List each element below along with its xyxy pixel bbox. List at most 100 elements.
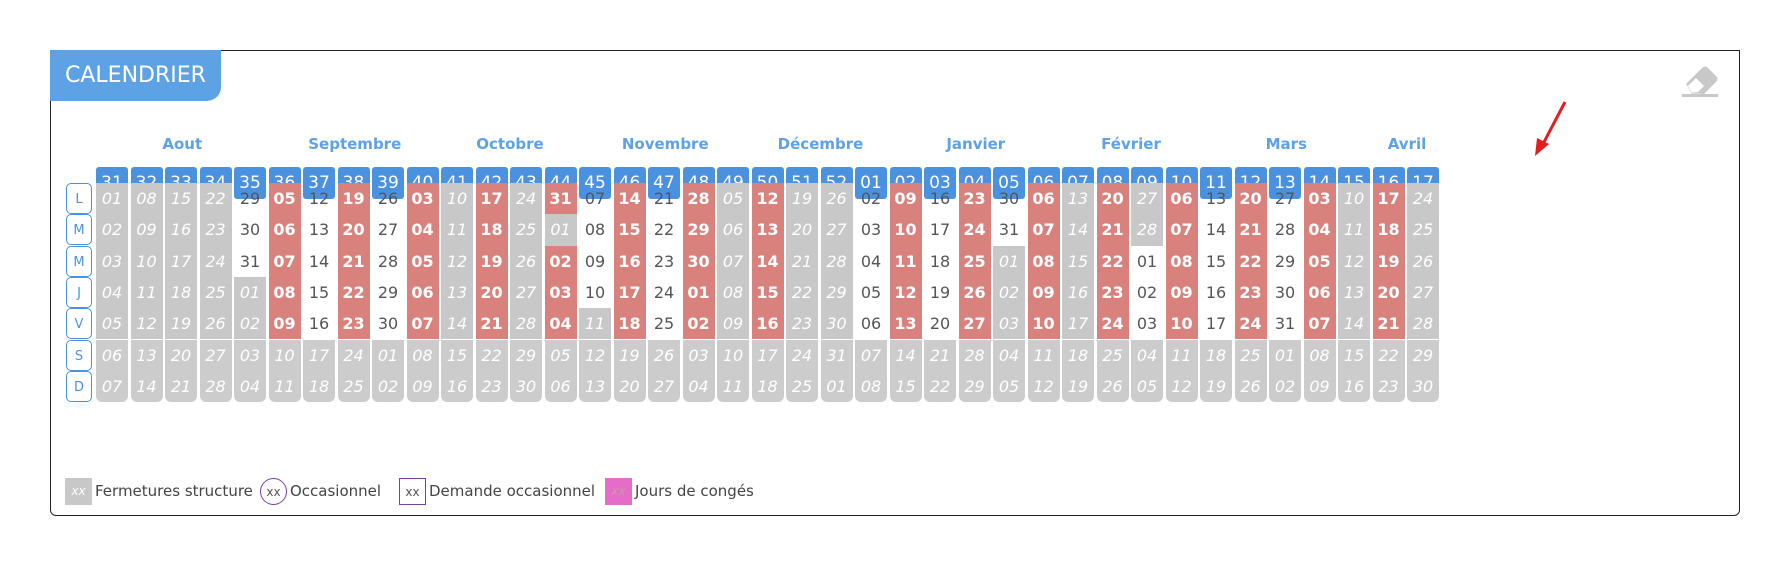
day-cell[interactable]: 03: [860, 220, 882, 240]
day-cell[interactable]: 04: [406, 214, 439, 246]
day-cell[interactable]: 23: [1234, 276, 1267, 309]
day-cell[interactable]: 07: [1027, 214, 1060, 246]
day-cell[interactable]: 23: [1372, 370, 1405, 403]
day-cell[interactable]: 26: [1407, 245, 1439, 277]
day-cell[interactable]: 15: [165, 183, 197, 215]
day-cell[interactable]: 28: [820, 245, 853, 277]
day-cell[interactable]: 27: [1274, 189, 1296, 208]
day-cell[interactable]: 08: [268, 276, 301, 309]
day-cell[interactable]: 08: [717, 276, 749, 309]
day-cell[interactable]: 16: [1205, 282, 1227, 302]
day-cell[interactable]: 29: [1274, 251, 1296, 271]
day-cell[interactable]: 10: [268, 339, 301, 371]
day-cell[interactable]: 05: [96, 308, 128, 340]
day-cell[interactable]: 12: [308, 189, 330, 208]
day-cell[interactable]: 03: [993, 308, 1025, 340]
day-cell[interactable]: 27: [510, 276, 542, 309]
day-cell[interactable]: 26: [510, 245, 542, 277]
day-cell[interactable]: 31: [239, 251, 261, 271]
day-cell[interactable]: 20: [475, 276, 508, 309]
day-cell[interactable]: 13: [579, 370, 611, 403]
day-cell[interactable]: 31: [820, 339, 853, 371]
day-cell[interactable]: 24: [1096, 308, 1129, 340]
week-header[interactable]: 45: [579, 167, 611, 199]
day-cell[interactable]: 13: [1338, 276, 1370, 309]
day-cell[interactable]: 06: [1027, 183, 1060, 215]
day-cell[interactable]: 15: [1205, 251, 1227, 271]
day-cell[interactable]: 27: [820, 214, 853, 246]
day-cell[interactable]: 18: [303, 370, 335, 403]
day-cell[interactable]: 21: [165, 370, 197, 403]
day-cell[interactable]: 02: [544, 245, 577, 277]
day-cell[interactable]: 14: [130, 370, 163, 403]
day-cell[interactable]: 29: [377, 282, 399, 302]
day-cell[interactable]: 30: [820, 308, 853, 340]
day-cell[interactable]: 01: [1269, 339, 1301, 371]
day-cell[interactable]: 26: [199, 308, 232, 340]
day-cell[interactable]: 29: [1407, 339, 1439, 371]
day-cell[interactable]: 11: [579, 308, 611, 340]
day-cell[interactable]: 19: [165, 308, 197, 340]
day-cell[interactable]: 08: [1027, 245, 1060, 277]
day-cell[interactable]: 13: [889, 308, 922, 340]
day-cell[interactable]: 08: [1165, 245, 1198, 277]
day-cell[interactable]: 21: [475, 308, 508, 340]
day-cell[interactable]: 09: [584, 251, 606, 271]
day-cell[interactable]: 25: [786, 370, 818, 403]
day-cell[interactable]: 20: [1234, 183, 1267, 215]
day-cell[interactable]: 01: [682, 276, 715, 309]
day-cell[interactable]: 03: [544, 276, 577, 309]
day-cell[interactable]: 09: [1303, 370, 1336, 403]
day-cell[interactable]: 16: [165, 214, 197, 246]
day-cell[interactable]: 16: [1338, 370, 1370, 403]
day-cell[interactable]: 11: [268, 370, 301, 403]
day-cell[interactable]: 23: [199, 214, 232, 246]
day-cell[interactable]: 24: [510, 183, 542, 215]
day-cell[interactable]: 07: [717, 245, 749, 277]
day-cell[interactable]: 16: [751, 308, 784, 340]
day-cell[interactable]: 30: [377, 314, 399, 334]
day-cell[interactable]: 30: [1407, 370, 1439, 403]
day-cell[interactable]: 14: [1338, 308, 1370, 340]
day-cell[interactable]: 24: [786, 339, 818, 371]
day-cell[interactable]: 13: [1062, 183, 1094, 215]
week-header[interactable]: 01: [855, 167, 887, 199]
day-cell[interactable]: 04: [993, 339, 1025, 371]
day-cell[interactable]: 28: [958, 339, 991, 371]
day-cell[interactable]: 21: [337, 245, 370, 277]
day-cell[interactable]: 03: [1303, 183, 1336, 215]
day-cell[interactable]: 12: [579, 339, 611, 371]
day-cell[interactable]: 31: [1274, 314, 1296, 334]
day-cell[interactable]: 02: [234, 308, 266, 340]
day-cell[interactable]: 08: [130, 183, 163, 215]
day-cell[interactable]: 17: [1372, 183, 1405, 215]
day-cell[interactable]: 25: [1234, 339, 1267, 371]
day-cell[interactable]: 06: [268, 214, 301, 246]
day-cell[interactable]: 30: [239, 220, 261, 240]
day-cell[interactable]: 10: [584, 282, 606, 302]
day-cell[interactable]: 16: [308, 314, 330, 334]
day-cell[interactable]: 19: [475, 245, 508, 277]
day-cell[interactable]: 28: [199, 370, 232, 403]
day-cell[interactable]: 05: [1303, 245, 1336, 277]
day-cell[interactable]: 20: [929, 314, 951, 334]
day-cell[interactable]: 17: [929, 220, 951, 240]
day-cell[interactable]: 24: [653, 282, 675, 302]
day-cell[interactable]: 26: [648, 339, 680, 371]
day-cell[interactable]: 27: [199, 339, 232, 371]
day-cell[interactable]: 15: [613, 214, 646, 246]
day-cell[interactable]: 24: [199, 245, 232, 277]
day-cell[interactable]: 10: [1027, 308, 1060, 340]
day-cell[interactable]: 24: [958, 214, 991, 246]
day-cell[interactable]: 12: [1338, 245, 1370, 277]
day-cell[interactable]: 18: [613, 308, 646, 340]
day-cell[interactable]: 24: [1407, 183, 1439, 215]
day-cell[interactable]: 18: [751, 370, 784, 403]
week-header[interactable]: 47: [648, 167, 680, 199]
day-cell[interactable]: 07: [1165, 214, 1198, 246]
day-cell[interactable]: 11: [1338, 214, 1370, 246]
day-cell[interactable]: 09: [717, 308, 749, 340]
day-cell[interactable]: 12: [1165, 370, 1198, 403]
day-cell[interactable]: 22: [924, 370, 956, 403]
day-cell[interactable]: 18: [1372, 214, 1405, 246]
